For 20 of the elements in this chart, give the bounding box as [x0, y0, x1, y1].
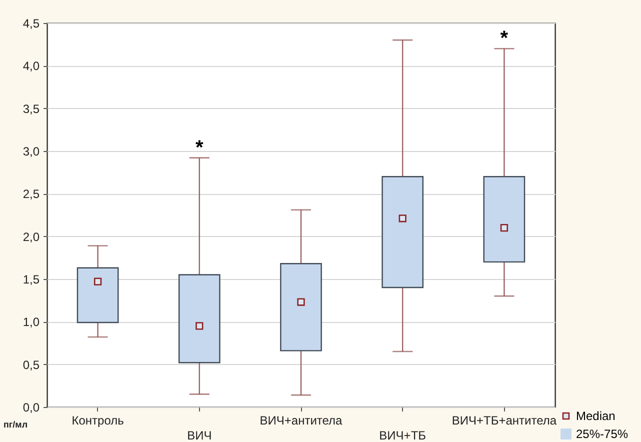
y-tick-label: 1,5	[22, 272, 40, 286]
y-tick-label: 0,5	[22, 358, 40, 372]
y-tick-label: 2,0	[22, 230, 40, 244]
y-tick-label: 4,0	[22, 59, 40, 74]
y-tick-label: 3,0	[22, 144, 40, 158]
legend-label: 25%-75%	[576, 427, 628, 441]
x-tick-label: Контроль	[72, 414, 124, 428]
x-tick-label: ВИЧ+антитела	[260, 414, 343, 428]
y-tick-label: 3,5	[22, 102, 40, 116]
x-tick-label: ВИЧ	[187, 428, 212, 442]
y-tick-label: 4,5	[22, 16, 40, 30]
y-axis-title: пг/мл	[4, 420, 28, 430]
x-tick-label: ВИЧ+ТБ	[379, 428, 426, 442]
x-tick-label: ВИЧ+ТБ+антитела	[452, 414, 557, 428]
annotation: *	[500, 28, 508, 50]
annotation: *	[196, 136, 204, 159]
text: Median	[576, 409, 616, 423]
y-tick-label: 1,0	[22, 315, 40, 330]
y-tick-label: 0,0	[22, 400, 40, 414]
y-tick-label: 2,5	[22, 187, 40, 202]
